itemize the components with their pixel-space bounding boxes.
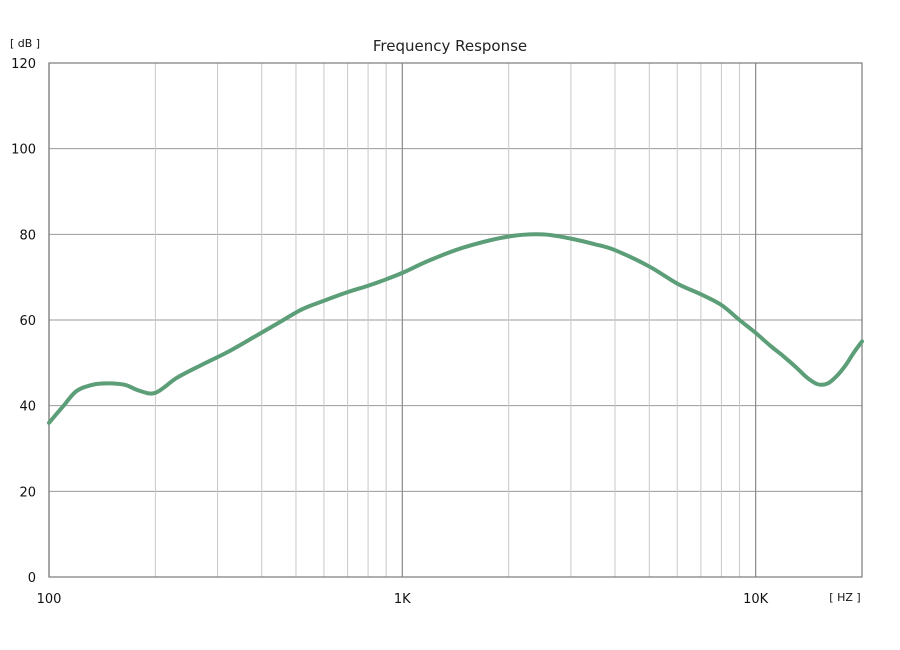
x-tick-label: 1K: [394, 592, 411, 607]
series-line: [47, 232, 864, 425]
y-axis-unit-label: [ dB ]: [10, 37, 40, 50]
x-axis-unit-label: [ HZ ]: [829, 591, 860, 604]
x-tick-label: 100: [37, 592, 62, 607]
x-axis-ticks: 100 1K 10K: [37, 592, 769, 607]
x-tick-label: 10K: [743, 592, 769, 607]
y-axis-ticks: 0 20 40 60 80 100 120: [11, 57, 36, 586]
y-tick-label: 60: [19, 314, 36, 329]
y-tick-label: 0: [28, 571, 36, 586]
chart-title: Frequency Response: [373, 37, 527, 55]
y-tick-label: 80: [19, 228, 36, 243]
y-tick-label: 20: [19, 485, 36, 500]
series-layer: [47, 232, 864, 425]
plot-frame: [48, 62, 863, 578]
y-tick-label: 40: [19, 400, 36, 415]
y-tick-label: 120: [11, 57, 36, 72]
y-tick-label: 100: [11, 143, 36, 158]
